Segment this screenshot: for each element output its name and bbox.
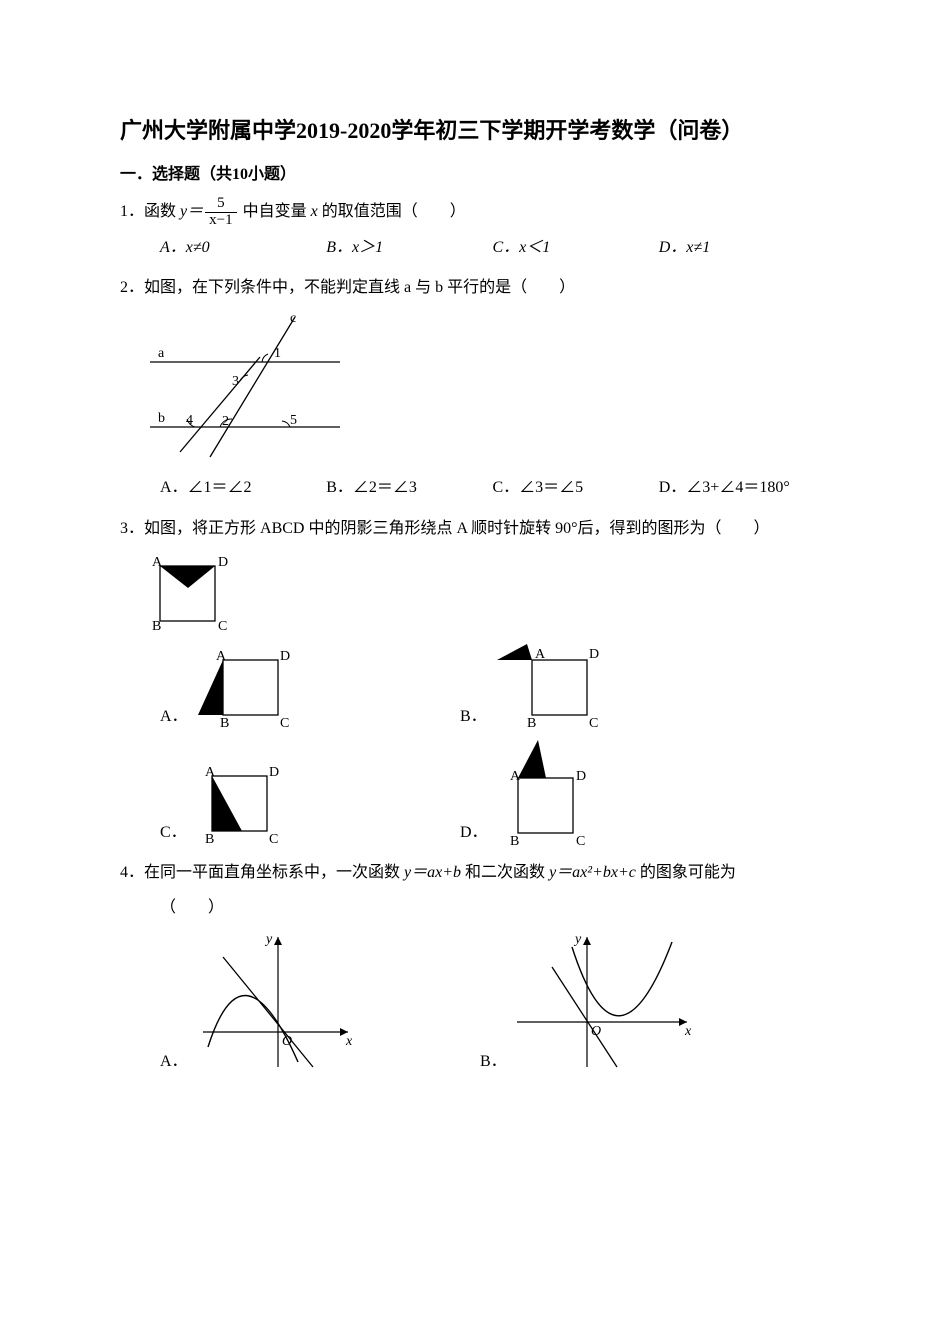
q1-frac-num: 5 xyxy=(205,196,236,213)
q3-stem: 3．如图，将正方形 ABCD 中的阴影三角形绕点 A 顺时针旋转 90°后，得到… xyxy=(120,514,825,544)
q1-opt-b: B．x＞1 xyxy=(326,233,492,263)
q4a-x: x xyxy=(345,1034,353,1049)
q3s-C: C xyxy=(218,619,227,634)
q3d-D: D xyxy=(576,769,586,784)
q1-text-b: 中自变量 xyxy=(239,203,311,220)
q1-stem: 1．函数 y＝5x−1 中自变量 x 的取值范围（ ） xyxy=(120,196,825,229)
q1-options: A．x≠0 B．x＞1 C．x＜1 D．x≠1 xyxy=(160,233,825,263)
q3c-A: A xyxy=(205,765,216,780)
q4b-y: y xyxy=(573,932,582,947)
q3b-D: D xyxy=(589,647,599,662)
q4-opt-a-fig: x y O xyxy=(188,927,358,1077)
q1-x: x xyxy=(311,203,318,220)
q2-angle-5: 5 xyxy=(290,413,297,428)
q1-text-a: 函数 xyxy=(144,203,180,220)
q2-stem: 2．如图，在下列条件中，不能判定直线 a 与 b 平行的是（ ） xyxy=(120,273,825,303)
q2-opt-d: D．∠3+∠4＝180° xyxy=(659,473,825,503)
q2-figure: a b c 1 3 2 4 5 xyxy=(140,307,360,467)
q4-eq2: y＝ax²+bx+c xyxy=(549,864,636,881)
q3-opt-b-fig: A D B C xyxy=(487,642,617,732)
q3-stem-figure: A D B C xyxy=(140,548,240,638)
q4-eq1: y＝ax+b xyxy=(404,864,461,881)
q3a-D: D xyxy=(280,649,290,664)
q3-opt-d-label: D． xyxy=(460,818,488,848)
q3b-B: B xyxy=(527,716,536,731)
q3-row-cd: C． A D B C D． A D B C xyxy=(160,738,825,848)
q3c-B: B xyxy=(205,832,214,847)
q4-opt-b-label: B． xyxy=(480,1047,507,1077)
q2-label-c: c xyxy=(290,311,296,326)
q4-opt-b-fig: x y O xyxy=(507,927,697,1077)
q4-num: 4． xyxy=(120,864,144,881)
q3-text: 如图，将正方形 ABCD 中的阴影三角形绕点 A 顺时针旋转 90°后，得到的图… xyxy=(144,520,770,537)
q2-label-b: b xyxy=(158,411,165,426)
q4-text-a: 在同一平面直角坐标系中，一次函数 xyxy=(144,864,404,881)
exam-title: 广州大学附属中学2019-2020学年初三下学期开学考数学（问卷） xyxy=(120,110,825,152)
q3-opt-c-label: C． xyxy=(160,818,187,848)
q2-text: 如图，在下列条件中，不能判定直线 a 与 b 平行的是（ ） xyxy=(144,279,575,296)
q3d-A: A xyxy=(510,769,521,784)
q3a-C: C xyxy=(280,716,289,731)
q3s-B: B xyxy=(152,619,161,634)
q3s-D: D xyxy=(218,555,228,570)
q4b-x: x xyxy=(684,1024,692,1039)
q2-num: 2． xyxy=(120,279,144,296)
q1-opt-d: D．x≠1 xyxy=(659,233,825,263)
q4b-O: O xyxy=(591,1024,601,1039)
q1-num: 1． xyxy=(120,203,144,220)
q3d-C: C xyxy=(576,834,585,848)
q3b-C: C xyxy=(589,716,598,731)
q2-angle-4: 4 xyxy=(186,413,193,428)
q3a-B: B xyxy=(220,716,229,731)
q3a-A: A xyxy=(216,649,227,664)
q3c-C: C xyxy=(269,832,278,847)
q3-opt-d-fig: A D B C xyxy=(488,738,608,848)
q4-stem: 4．在同一平面直角坐标系中，一次函数 y＝ax+b 和二次函数 y＝ax²+bx… xyxy=(120,858,825,888)
q1-fraction: 5x−1 xyxy=(205,196,236,229)
section-heading: 一．选择题（共10小题） xyxy=(120,160,825,190)
q4a-y: y xyxy=(264,932,273,947)
q3-opt-b-label: B． xyxy=(460,702,487,732)
q1-text-c: 的取值范围（ ） xyxy=(318,203,466,220)
question-4: 4．在同一平面直角坐标系中，一次函数 y＝ax+b 和二次函数 y＝ax²+bx… xyxy=(120,858,825,1077)
q3-opt-a-fig: A D B C xyxy=(188,642,298,732)
q3c-D: D xyxy=(269,765,279,780)
q4-text-c: 的图象可能为 xyxy=(636,864,736,881)
question-2: 2．如图，在下列条件中，不能判定直线 a 与 b 平行的是（ ） a b c 1… xyxy=(120,273,825,504)
question-3: 3．如图，将正方形 ABCD 中的阴影三角形绕点 A 顺时针旋转 90°后，得到… xyxy=(120,514,825,848)
q1-opt-c: C．x＜1 xyxy=(493,233,659,263)
q2-angle-1: 1 xyxy=(274,346,281,361)
q3-opt-c-fig: A D B C xyxy=(187,758,297,848)
q1-frac-den: x−1 xyxy=(205,213,236,229)
q4-text-b: 和二次函数 xyxy=(461,864,549,881)
q2-opt-b: B．∠2＝∠3 xyxy=(326,473,492,503)
q4-opt-a-label: A． xyxy=(160,1047,188,1077)
q2-opt-a: A．∠1＝∠2 xyxy=(160,473,326,503)
q2-angle-3: 3 xyxy=(232,374,239,389)
q3-row-ab: A． A D B C B． A D B C xyxy=(160,642,825,732)
q4-row-ab: A． x y O B． xyxy=(160,927,825,1077)
exam-page: 广州大学附属中学2019-2020学年初三下学期开学考数学（问卷） 一．选择题（… xyxy=(0,0,945,1337)
q2-angle-2: 2 xyxy=(222,414,229,429)
question-1: 1．函数 y＝5x−1 中自变量 x 的取值范围（ ） A．x≠0 B．x＞1 … xyxy=(120,196,825,263)
q1-y: y＝ xyxy=(180,203,203,220)
q3s-A: A xyxy=(152,555,163,570)
q3b-A: A xyxy=(535,647,546,662)
q1-opt-a: A．x≠0 xyxy=(160,233,326,263)
q3-num: 3． xyxy=(120,520,144,537)
q2-label-a: a xyxy=(158,346,165,361)
q3-opt-a-label: A． xyxy=(160,702,188,732)
q4-blank: （ ） xyxy=(160,893,825,923)
q2-opt-c: C．∠3＝∠5 xyxy=(493,473,659,503)
q3d-B: B xyxy=(510,834,519,848)
q2-options: A．∠1＝∠2 B．∠2＝∠3 C．∠3＝∠5 D．∠3+∠4＝180° xyxy=(160,473,825,503)
